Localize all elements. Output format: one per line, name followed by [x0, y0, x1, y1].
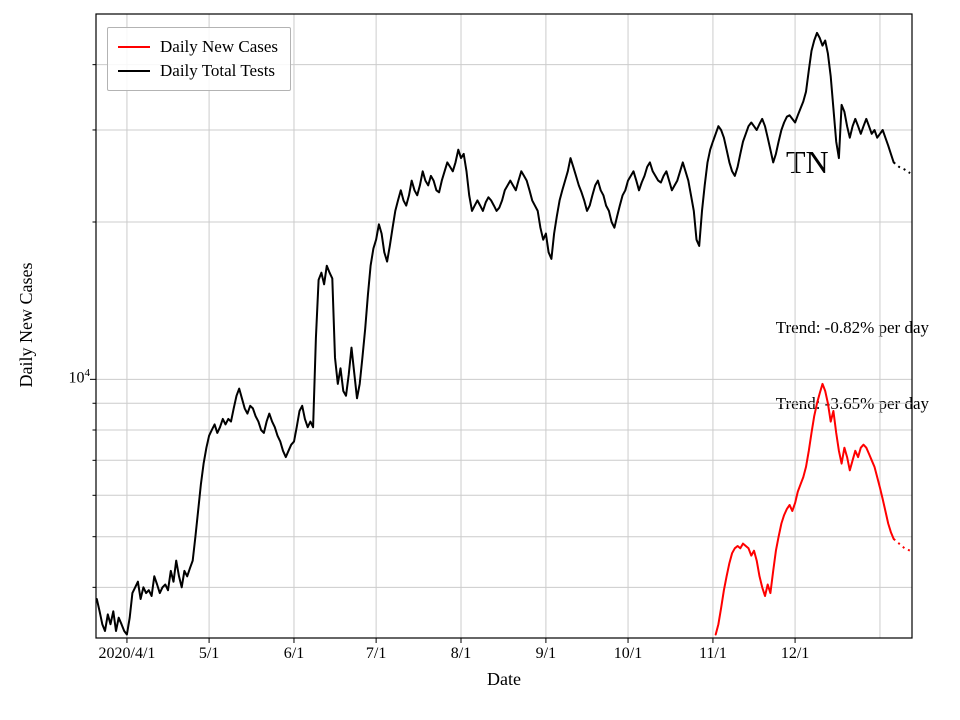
plot-border: [95, 13, 913, 639]
y-tick-label-10e4: 104: [50, 367, 91, 387]
x-tick-label: 8/1: [450, 645, 472, 662]
x-axis-title: Date: [487, 669, 521, 689]
x-tick-label: 10/1: [613, 645, 643, 662]
legend: Daily New Cases Daily Total Tests: [107, 27, 292, 91]
red-line-sample-icon: [118, 45, 150, 49]
y-axis-title: Daily New Cases: [16, 262, 36, 388]
x-tick-label: 2020/4/1: [98, 645, 156, 662]
legend-item-daily-new-cases: Daily New Cases: [118, 35, 278, 59]
projection-line-daily-total-tests: [893, 161, 911, 175]
legend-item-daily-total-tests: Daily Total Tests: [118, 59, 278, 83]
x-tick-label: 6/1: [283, 645, 305, 662]
x-tick-label: 12/1: [780, 645, 810, 662]
legend-label-daily-total-tests: Daily Total Tests: [160, 61, 276, 80]
x-tick-label: 7/1: [365, 645, 387, 662]
y-tick-exponent: 4: [84, 367, 91, 379]
legend-label-daily-new-cases: Daily New Cases: [160, 37, 279, 56]
projection-line-daily-new-cases: [893, 538, 911, 552]
series-line-daily-total-tests: [95, 31, 895, 636]
series-line-daily-new-cases: [714, 382, 895, 636]
state-annotation: TN: [786, 144, 829, 180]
x-tick-label: 9/1: [535, 645, 557, 662]
x-tick-label: 5/1: [198, 645, 220, 662]
y-tick-base: 10: [68, 369, 85, 387]
x-tick-label: 11/1: [698, 645, 727, 662]
black-line-sample-icon: [118, 69, 150, 73]
trend-tests-annotation: Trend: -0.82% per day: [775, 318, 929, 337]
